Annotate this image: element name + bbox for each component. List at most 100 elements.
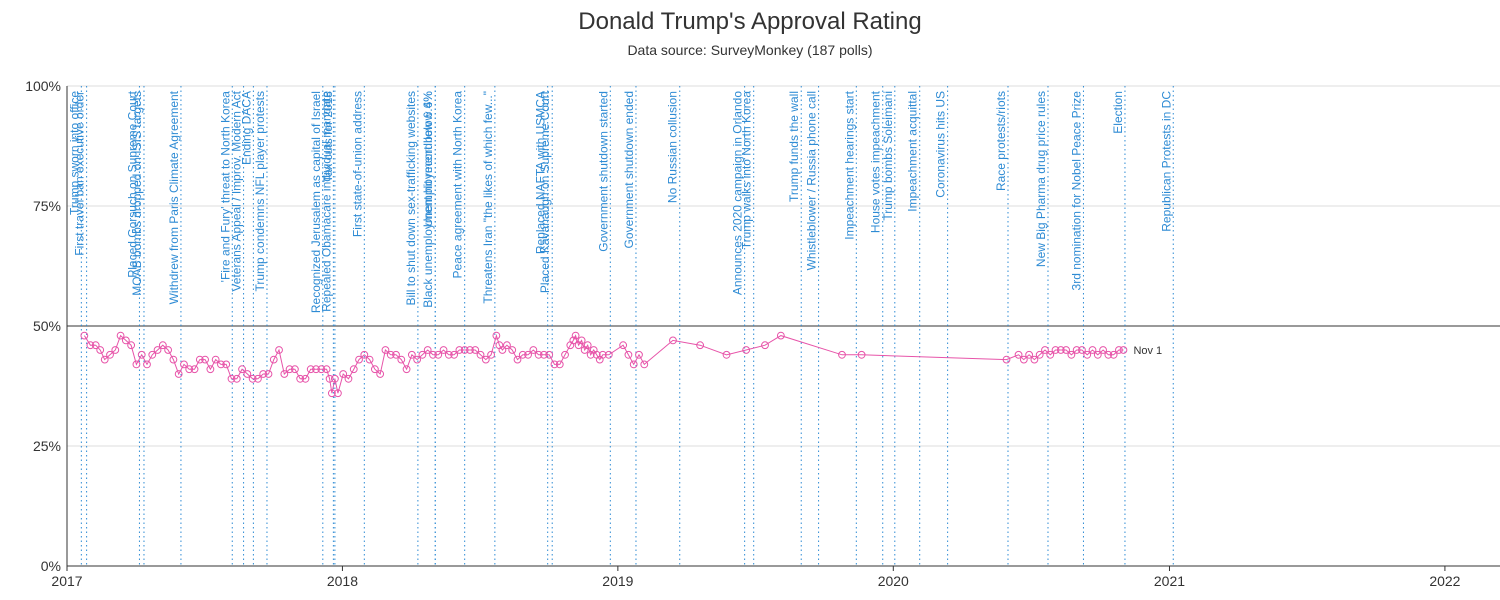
event-label: Impeachment acquittal: [906, 91, 920, 212]
approval-data-point: [418, 350, 427, 359]
approval-data-point: [344, 374, 353, 383]
event-label: Trump funds the wall: [787, 91, 801, 202]
approval-data-point: [285, 365, 294, 374]
approval-data-point: [629, 360, 638, 369]
approval-data-point: [1035, 350, 1044, 359]
approval-data-point: [312, 365, 320, 374]
approval-data-point: [429, 350, 437, 359]
approval-data-point: [80, 331, 89, 340]
approval-data-point: [317, 365, 326, 374]
event-label: Announces 2020 campaign in Orlando: [731, 91, 745, 295]
y-tick-label: 100%: [25, 78, 61, 94]
approval-data-point: [1019, 355, 1028, 364]
approval-data-point: [838, 350, 846, 359]
approval-data-point: [365, 355, 374, 364]
event-label: Election: [1111, 91, 1125, 134]
approval-data-point: [158, 341, 167, 350]
x-tick-label: 2019: [602, 573, 633, 589]
event-label: No Russian collusion: [666, 91, 680, 203]
approval-data-point: [1088, 346, 1097, 354]
approval-data-point: [370, 365, 379, 374]
event-label: Repealed Obamacare individual mandate: [319, 91, 333, 312]
end-point-label: Nov 1: [1133, 345, 1162, 357]
approval-data-point: [111, 346, 120, 354]
approval-data-point: [776, 331, 785, 340]
approval-data-point: [376, 370, 385, 378]
event-label: Government shutdown started: [596, 91, 610, 252]
approval-data-point: [742, 346, 751, 354]
approval-data-point: [439, 346, 448, 354]
approval-data-point: [137, 350, 146, 359]
event-label: Coronavirus hits US: [934, 91, 948, 198]
approval-data-point: [132, 360, 141, 369]
approval-data-point: [434, 350, 443, 359]
event-label: Peace agreement with North Korea: [451, 91, 465, 279]
approval-data-point: [481, 355, 490, 364]
event-label: MOAB bombs dropped on ISIS targets: [130, 91, 144, 296]
approval-data-point: [529, 346, 538, 354]
approval-data-point: [857, 350, 866, 359]
approval-data-point: [386, 350, 395, 359]
approval-data-point: [571, 331, 580, 340]
approval-data-point: [148, 350, 157, 359]
approval-data-point: [232, 374, 241, 383]
approval-data-point: [1083, 350, 1092, 359]
approval-data-point: [1119, 346, 1128, 354]
approval-data-point: [330, 374, 339, 383]
event-label: First state-of-union address: [350, 91, 364, 237]
chart-subtitle: Data source: SurveyMonkey (187 polls): [627, 42, 873, 58]
approval-data-point: [322, 365, 331, 374]
approval-data-point: [325, 374, 334, 383]
approval-data-point: [1014, 350, 1023, 359]
approval-data-point: [269, 355, 278, 364]
approval-data-point: [722, 350, 731, 359]
approval-data-point: [1078, 346, 1086, 354]
approval-data-point: [492, 331, 501, 340]
approval-series-line: [83, 333, 1124, 394]
approval-data-point: [624, 350, 633, 359]
approval-data-point: [640, 360, 649, 369]
approval-data-point: [306, 365, 315, 374]
approval-data-point: [423, 346, 432, 354]
approval-data-point: [217, 360, 225, 369]
approval-data-point: [100, 355, 109, 364]
approval-data-point: [1093, 350, 1102, 359]
event-label: Race protests/riots: [994, 91, 1008, 191]
approval-data-point: [1051, 346, 1060, 354]
approval-data-point: [524, 350, 532, 359]
approval-data-point: [1072, 346, 1081, 354]
approval-data-point: [238, 365, 246, 374]
approval-data-point: [243, 370, 252, 378]
approval-data-point: [444, 350, 453, 359]
approval-data-point: [392, 350, 400, 359]
approval-data-point: [604, 350, 613, 359]
approval-data-point: [555, 360, 564, 369]
approval-data-point: [550, 360, 559, 369]
approval-data-point: [402, 365, 411, 374]
chart-title: Donald Trump's Approval Rating: [578, 8, 922, 35]
approval-data-point: [1104, 350, 1113, 359]
x-tick-label: 2018: [327, 573, 358, 589]
event-label: Unemployment below 4%: [421, 91, 435, 227]
approval-data-point: [476, 350, 485, 359]
approval-data-point: [296, 374, 305, 383]
event-label: 'Fire and Fury' threat to North Korea: [218, 91, 232, 283]
event-label: Trump bombs Soleimani: [881, 91, 895, 221]
approval-data-point: [349, 365, 358, 374]
approval-data-point: [206, 365, 215, 374]
approval-data-point: [201, 355, 209, 364]
approval-data-point: [222, 360, 231, 369]
approval-data-point: [86, 341, 95, 350]
approval-data-point: [195, 355, 204, 364]
approval-data-point: [1062, 346, 1071, 354]
x-tick-label: 2021: [1154, 573, 1185, 589]
approval-data-point: [259, 370, 268, 378]
approval-data-point: [174, 370, 183, 378]
approval-data-point: [696, 341, 705, 350]
approval-data-point: [254, 374, 262, 383]
event-label: Bill to shut down sex-trafficking websit…: [404, 91, 418, 306]
approval-data-point: [169, 355, 178, 364]
approval-data-point: [91, 341, 100, 350]
event-label: Threatens Iran "the likes of which few..…: [481, 91, 495, 304]
y-tick-label: 25%: [33, 438, 61, 454]
